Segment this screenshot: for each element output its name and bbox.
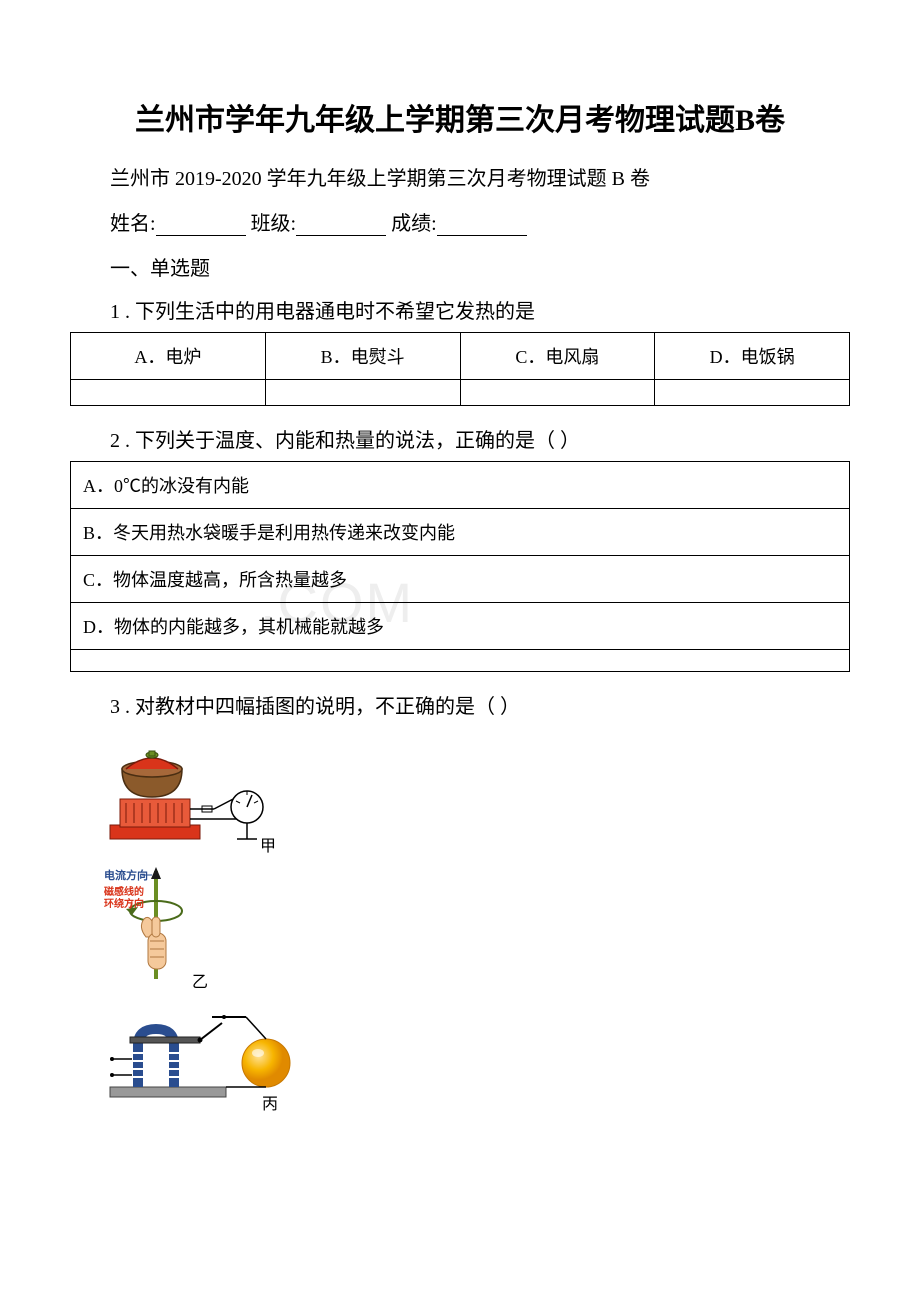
- svg-text:磁感线的: 磁感线的: [104, 885, 144, 898]
- page-title: 兰州市学年九年级上学期第三次月考物理试题B卷: [70, 100, 850, 142]
- form-line: 姓名: 班级: 成绩:: [70, 207, 850, 236]
- fig-label-jia: 甲: [260, 838, 276, 855]
- figure-bing: 丙: [102, 1005, 850, 1115]
- q1-options-table: A．电炉 B．电熨斗 C．电风扇 D．电饭锅: [70, 332, 850, 406]
- subtitle: 兰州市 2019-2020 学年九年级上学期第三次月考物理试题 B 卷: [70, 162, 850, 191]
- question-3: 3 . 对教材中四幅插图的说明，不正确的是（ ）: [70, 690, 850, 719]
- label-name: 姓名:: [110, 213, 156, 235]
- figure-jia: 甲: [102, 729, 850, 859]
- question-1: 1 . 下列生活中的用电器通电时不希望它发热的是: [70, 295, 850, 324]
- question-2: 2 . 下列关于温度、内能和热量的说法，正确的是（ ）: [70, 424, 850, 453]
- q3-figures: 甲 电流方向: [102, 729, 850, 1115]
- figure-yi: 电流方向 磁感线的 环绕方向 乙: [102, 867, 850, 997]
- blank-score[interactable]: [437, 216, 527, 236]
- q2-options-table: A．0℃的冰没有内能 B．冬天用热水袋暖手是利用热传递来改变内能 C．物体温度越…: [70, 461, 850, 672]
- q1-option-a: A．电炉: [71, 333, 266, 380]
- label-score: 成绩:: [391, 213, 437, 235]
- svg-text:环绕方向: 环绕方向: [104, 897, 144, 910]
- blank-class[interactable]: [296, 216, 386, 236]
- q1-option-d: D．电饭锅: [655, 333, 850, 380]
- q1-option-c: C．电风扇: [460, 333, 655, 380]
- q2-option-d: D．物体的内能越多，其机械能就越多: [71, 603, 850, 650]
- fig-yi-label-current: 电流方向: [104, 868, 148, 882]
- blank-name[interactable]: [156, 216, 246, 236]
- q2-option-c: C．物体温度越高，所含热量越多: [71, 556, 850, 603]
- fig-label-yi: 乙: [192, 974, 208, 991]
- label-class: 班级:: [251, 213, 297, 235]
- q1-option-b: B．电熨斗: [265, 333, 460, 380]
- q2-option-b: B．冬天用热水袋暖手是利用热传递来改变内能: [71, 509, 850, 556]
- q2-option-a: A．0℃的冰没有内能: [71, 462, 850, 509]
- section-heading: 一、单选题: [70, 252, 850, 281]
- fig-label-bing: 丙: [262, 1096, 278, 1113]
- document-content: 兰州市学年九年级上学期第三次月考物理试题B卷 兰州市 2019-2020 学年九…: [70, 100, 850, 1115]
